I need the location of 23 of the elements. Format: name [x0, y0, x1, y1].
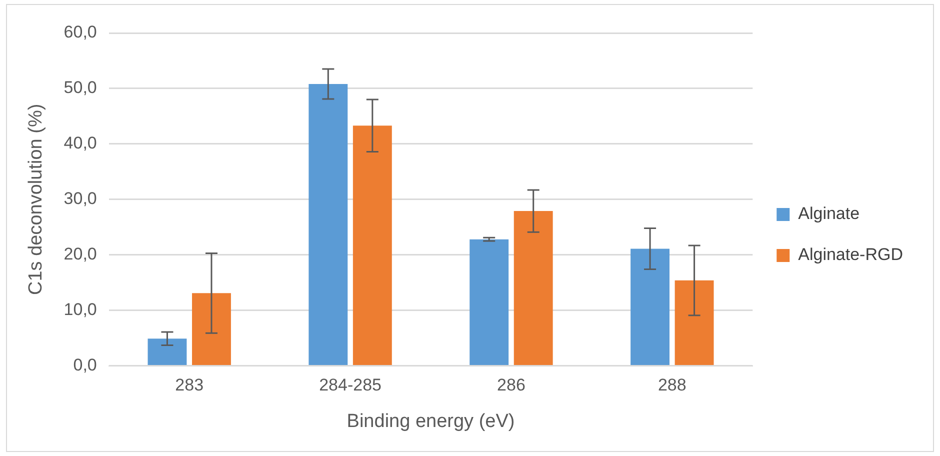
bar	[514, 211, 553, 366]
bar	[352, 126, 392, 366]
bar	[674, 280, 714, 366]
bar	[470, 239, 509, 366]
x-axis-title: Binding energy (eV)	[346, 410, 515, 432]
legend-label: Alginate	[798, 204, 860, 224]
y-tick-label: 20,0	[64, 244, 97, 264]
y-axis-title: C1s deconvolution (%)	[26, 104, 47, 295]
y-tick-label: 40,0	[64, 134, 97, 153]
y-tick-label: 10,0	[64, 300, 97, 320]
x-tick-label: 288	[658, 376, 686, 395]
bar	[148, 338, 187, 366]
bar	[630, 248, 670, 366]
y-tick-label: 30,0	[64, 189, 97, 208]
bar	[308, 84, 348, 366]
y-tick-label: 50,0	[64, 78, 97, 98]
bar	[192, 293, 231, 366]
x-tick-label: 284-285	[319, 376, 382, 395]
y-tick-label: 0,0	[73, 355, 97, 374]
x-tick-label: 283	[175, 376, 204, 395]
legend-label: Alginate-RGD	[798, 245, 904, 264]
y-tick-label: 60,0	[64, 22, 97, 42]
x-tick-label: 286	[497, 376, 526, 395]
